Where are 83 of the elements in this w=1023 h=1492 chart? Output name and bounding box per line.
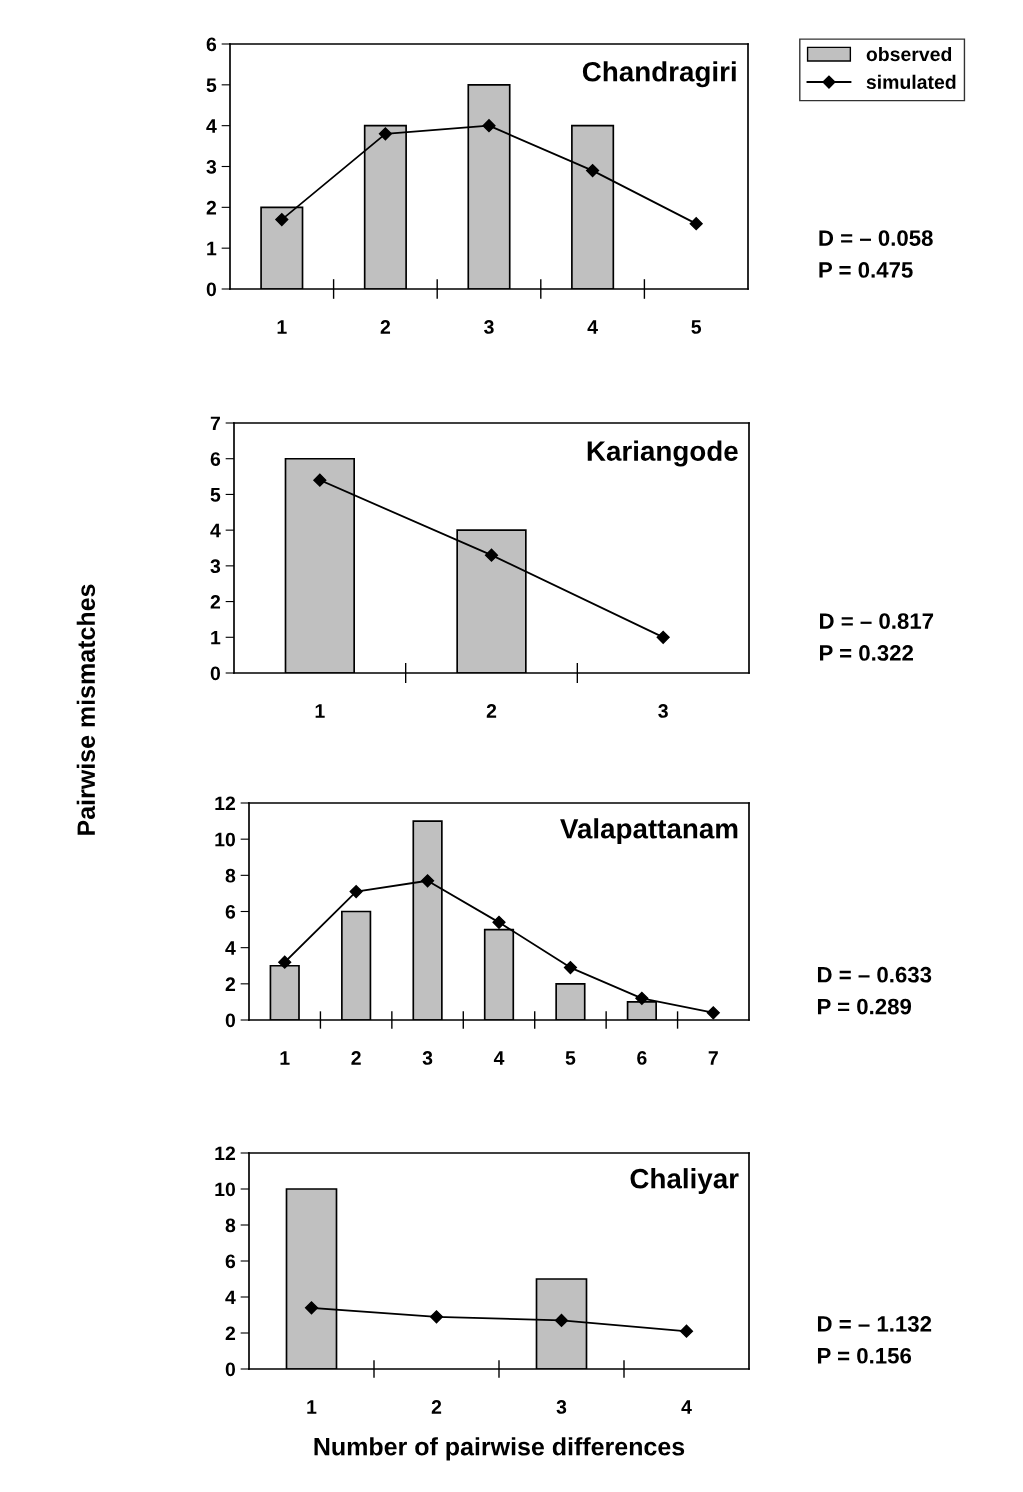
y-tick-label: 10 [215,832,236,847]
x-tick-label: 4 [493,1051,505,1065]
y-tick-label: 0 [210,666,221,681]
y-tick-label: 12 [215,796,236,811]
x-tick-label: 3 [484,320,494,334]
y-tick-label: 1 [211,630,221,645]
point [378,127,392,141]
x-tick-label: 2 [486,704,497,718]
text: Chaliyar [630,1168,739,1195]
y-tick-label: 4 [210,523,221,538]
y-tick-label: 7 [210,416,220,431]
point [482,119,496,133]
point [554,1313,569,1327]
x-tick-label: 1 [280,1051,290,1065]
y-tick-label: 8 [225,1218,236,1233]
x-tick-label: 1 [307,1400,317,1414]
y-tick-label: 3 [210,559,221,574]
x-axis-title: Number of pairwise differences [314,1437,685,1461]
y-tick-label: 4 [206,119,217,133]
text: Chandragiri [582,61,736,88]
x-tick-label: 2 [431,1400,442,1414]
text: P = 0.475 [819,262,913,278]
y-tick-label: 2 [225,1326,236,1341]
y-tick-label: 6 [225,904,236,919]
x-tick-label: 7 [708,1051,718,1065]
point [656,630,670,644]
y-tick-label: 4 [225,1290,236,1305]
point [563,960,578,975]
y-tick-label: 2 [225,977,236,991]
y-tick-label: 10 [215,1182,236,1197]
x-tick-label: 3 [658,704,668,718]
point [689,217,703,231]
text: P = 0.156 [817,1347,912,1364]
legend-label: simulated [866,74,956,90]
point [635,991,649,1005]
y-tick-label: 8 [225,868,236,883]
y-tick-label: 5 [206,78,217,93]
point [484,548,499,562]
x-tick-label: 4 [587,320,598,334]
point [492,915,506,929]
point [275,212,289,227]
legend-label: observed [866,46,952,62]
text: P = 0.289 [817,998,912,1015]
point [706,1006,720,1020]
x-tick-label: 3 [556,1400,567,1414]
x-tick-label: 2 [351,1051,361,1065]
x-tick-label: 3 [422,1051,433,1065]
y-tick-label: 6 [206,37,217,52]
text: D = – 1.132 [817,1316,932,1332]
y-tick-label: 12 [215,1146,236,1161]
x-tick-label: 5 [691,320,702,334]
point [586,163,600,178]
x-tick-label: 6 [637,1051,647,1065]
point [420,874,435,888]
point [349,885,363,899]
x-tick-label: 1 [277,320,287,334]
text: Valapattanam [560,818,738,845]
y-tick-label: 6 [210,452,221,466]
y-tick-label: 3 [206,159,217,174]
point [679,1324,694,1338]
y-tick-label: 5 [210,488,221,502]
text: Kariangode [587,440,738,467]
point [304,1301,319,1315]
x-tick-label: 2 [380,320,391,334]
text: D = – 0.817 [820,613,934,629]
text: P = 0.322 [820,645,913,661]
point [313,473,327,487]
y-tick-label: 4 [225,941,236,955]
y-tick-label: 1 [207,241,217,256]
y-tick-label: 0 [225,1013,236,1028]
text: D = – 0.058 [819,230,933,246]
x-tick-label: 5 [565,1051,576,1065]
y-tick-label: 2 [210,595,221,609]
y-tick-label: 0 [225,1362,236,1377]
y-tick-label: 6 [225,1254,236,1269]
y-tick-label: 2 [206,200,217,215]
y-tick-label: 0 [206,282,217,297]
point [278,955,292,969]
y-axis-title: Pairwise mismatches [76,584,96,835]
text: D = – 0.633 [817,966,932,983]
x-tick-label: 1 [315,704,325,718]
point [429,1310,444,1324]
x-tick-label: 4 [681,1400,692,1414]
